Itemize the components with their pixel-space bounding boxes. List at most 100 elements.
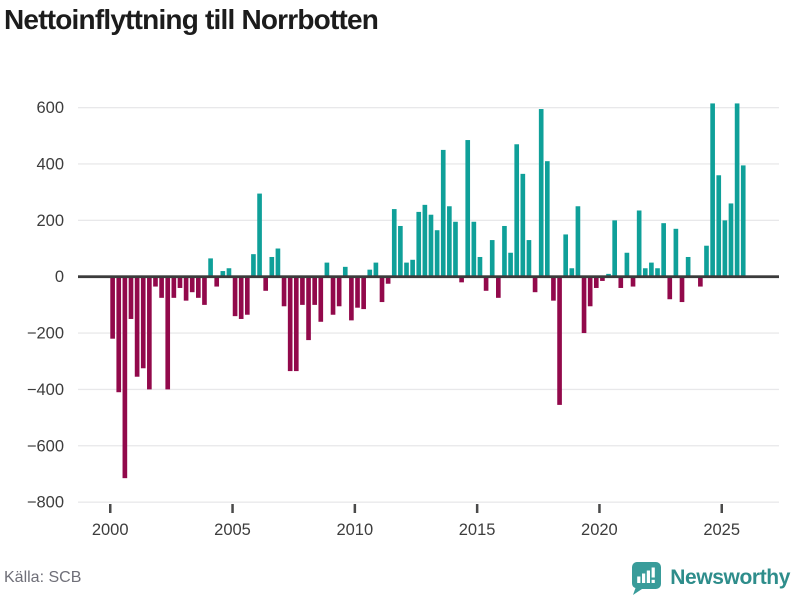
bar xyxy=(526,240,532,277)
bar xyxy=(563,234,569,277)
gridline xyxy=(78,219,779,221)
bar xyxy=(587,276,593,307)
bar xyxy=(385,276,391,284)
bar xyxy=(422,204,428,277)
y-tick-label: 200 xyxy=(36,212,64,230)
x-tick-label: 2025 xyxy=(703,521,740,539)
bar xyxy=(110,276,115,339)
bar xyxy=(214,276,220,287)
y-tick-label: −400 xyxy=(27,381,64,399)
bar xyxy=(404,262,409,277)
bar xyxy=(398,225,403,277)
bar xyxy=(514,144,520,277)
bar xyxy=(685,256,691,277)
bar xyxy=(244,276,250,315)
bar xyxy=(275,248,281,277)
bar xyxy=(502,225,507,277)
bar xyxy=(508,252,513,277)
bar xyxy=(520,173,526,277)
bar xyxy=(630,276,636,287)
x-tick-mark xyxy=(231,504,234,513)
icon-bar-small xyxy=(637,576,641,583)
bar xyxy=(606,273,611,277)
bar xyxy=(618,276,624,288)
bar xyxy=(208,258,213,277)
newsworthy-bubble-icon xyxy=(632,562,662,595)
bar xyxy=(483,276,489,291)
bar xyxy=(140,276,146,369)
x-tick-mark xyxy=(353,504,357,513)
bar xyxy=(238,276,244,319)
y-tick-label: −600 xyxy=(27,437,64,455)
bar xyxy=(575,206,581,277)
bar xyxy=(171,276,177,298)
icon-bar-tall xyxy=(647,570,651,583)
icon-exclamation-stem xyxy=(651,567,656,578)
x-tick-label: 2005 xyxy=(214,521,251,539)
bar xyxy=(281,276,287,307)
bar xyxy=(379,276,385,303)
x-tick-label: 2015 xyxy=(459,521,496,539)
bar xyxy=(538,109,544,277)
bar xyxy=(447,206,452,277)
bar xyxy=(189,276,195,293)
bar xyxy=(649,262,654,277)
bar xyxy=(147,276,152,390)
bar xyxy=(453,221,458,277)
bar xyxy=(312,276,317,305)
bar xyxy=(226,268,232,277)
bar xyxy=(581,276,587,334)
gridline xyxy=(78,388,779,391)
bar xyxy=(196,276,201,298)
bar xyxy=(673,228,679,277)
bar xyxy=(355,276,360,308)
bar xyxy=(367,269,373,277)
gridline xyxy=(78,501,779,503)
gridline xyxy=(78,332,779,334)
bar xyxy=(342,266,348,277)
bar xyxy=(667,276,673,300)
y-tick-label: 600 xyxy=(36,99,64,117)
bar xyxy=(324,262,330,277)
x-tick-mark xyxy=(109,504,112,513)
bar xyxy=(165,276,171,390)
bar xyxy=(202,276,207,305)
bar xyxy=(636,210,642,277)
bar xyxy=(716,175,722,277)
x-tick-label: 2000 xyxy=(92,521,129,539)
bar xyxy=(557,276,562,405)
bar xyxy=(440,149,446,277)
x-tick-label: 2020 xyxy=(581,521,618,539)
bar xyxy=(269,256,275,277)
bar xyxy=(740,165,746,277)
gridline xyxy=(78,163,779,165)
bar xyxy=(251,254,256,277)
bar xyxy=(232,276,238,317)
bar xyxy=(551,276,556,301)
bar xyxy=(544,161,550,277)
bar xyxy=(128,276,134,319)
bar xyxy=(330,276,336,315)
bar xyxy=(722,220,728,277)
chart-title: Nettoinflyttning till Norrbotten xyxy=(4,4,379,35)
bar xyxy=(624,252,630,277)
bar xyxy=(704,245,709,277)
gridline xyxy=(78,107,779,109)
bar xyxy=(477,256,483,277)
bar xyxy=(434,230,440,277)
bar xyxy=(496,276,501,298)
bar xyxy=(293,276,299,372)
bar xyxy=(177,276,183,288)
bar xyxy=(416,211,422,277)
y-tick-label: 0 xyxy=(55,268,64,286)
bar xyxy=(710,103,715,277)
bar xyxy=(600,276,605,281)
bar xyxy=(159,276,164,298)
bar xyxy=(306,276,311,341)
bar xyxy=(532,276,538,293)
bar xyxy=(153,276,158,287)
bar xyxy=(183,276,189,301)
x-tick-mark xyxy=(720,504,723,513)
